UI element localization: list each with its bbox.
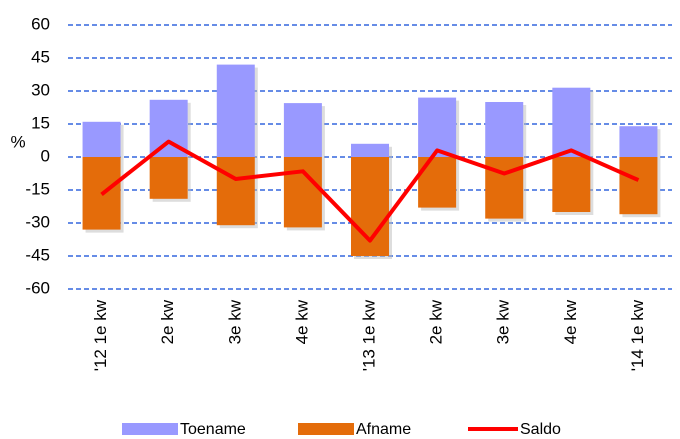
y-tick-label: 15 <box>31 113 50 132</box>
x-tick-label: 2e kw <box>158 299 177 344</box>
legend-label: Saldo <box>520 421 561 438</box>
y-tick-label: 0 <box>41 146 50 165</box>
bar <box>351 143 389 157</box>
bar <box>149 157 188 199</box>
bar <box>485 157 524 219</box>
x-tick-label: 4e kw <box>561 299 580 344</box>
y-tick-label: -60 <box>25 278 50 297</box>
bar <box>552 87 591 157</box>
bar <box>619 157 658 215</box>
y-tick-label: 45 <box>31 47 50 66</box>
x-tick-label: 4e kw <box>292 299 311 344</box>
legend-label: Toename <box>180 421 246 438</box>
x-tick-label: '12 1e kw <box>91 299 110 371</box>
bar <box>283 157 322 228</box>
x-tick-label: 3e kw <box>494 299 513 344</box>
y-tick-label: -45 <box>25 245 50 264</box>
x-tick-label: '14 1e kw <box>628 299 647 371</box>
x-tick-label: '13 1e kw <box>359 299 378 371</box>
bar <box>485 102 524 157</box>
x-tick-label: 2e kw <box>427 299 446 344</box>
bar <box>216 64 255 157</box>
y-tick-label: 30 <box>31 80 50 99</box>
legend-label: Afname <box>356 421 411 438</box>
y-tick-label: -30 <box>25 212 50 231</box>
legend-swatch <box>298 423 354 435</box>
bar <box>418 97 457 157</box>
bar <box>619 126 658 157</box>
line <box>100 139 640 243</box>
y-tick-label: 60 <box>31 14 50 33</box>
bar <box>418 157 457 208</box>
bar <box>552 157 591 212</box>
x-tick-label: 3e kw <box>225 299 244 344</box>
y-tick-label: -15 <box>25 179 50 198</box>
bar <box>283 103 322 157</box>
bar <box>82 121 121 157</box>
bar <box>216 157 255 226</box>
y-axis-label: % <box>10 132 25 151</box>
legend-swatch <box>122 423 178 435</box>
